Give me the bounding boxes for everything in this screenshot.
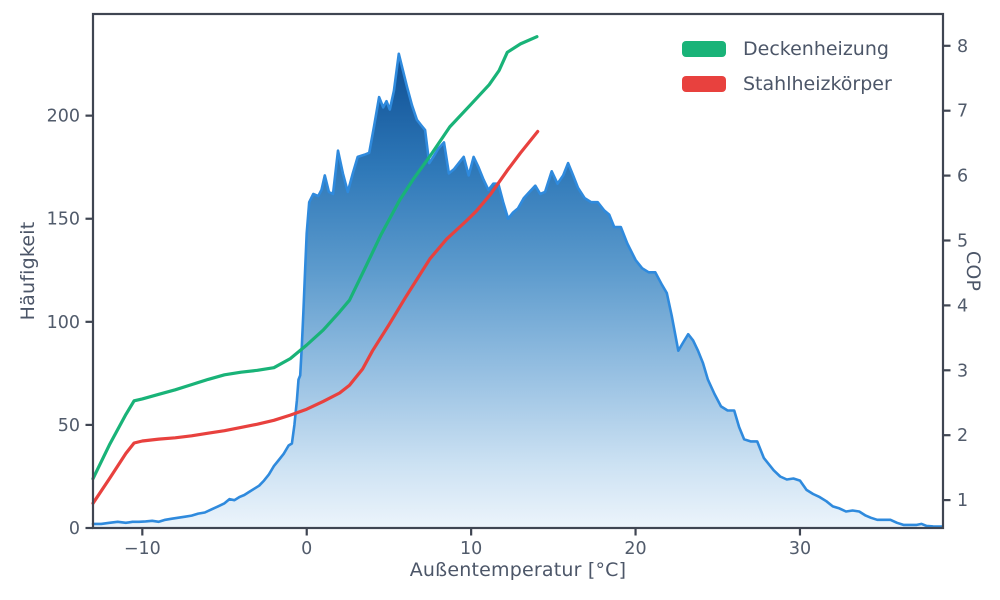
x-axis-label: Außentemperatur [°C] [409,559,627,581]
y-right-tick-label: 6 [957,167,968,187]
y-right-tick-label: 4 [957,296,968,316]
x-tick-label: 10 [460,539,482,559]
y-right-tick-label: 3 [957,361,968,381]
y-right-tick-label: 8 [957,37,968,57]
y-left-tick-label: 200 [47,107,80,127]
legend-label: Deckenheizung [743,38,889,60]
y-left-tick-label: 100 [47,313,80,333]
axis-ticks [85,44,951,536]
histogram-haeufigkeit [91,52,944,529]
histogram-outline [91,52,944,528]
x-tick-label: 20 [624,539,646,559]
y-right-tick-label: 5 [957,231,968,251]
legend: Deckenheizung Stahlheizkörper [682,38,892,95]
series-line-deckenheizung [91,35,539,481]
x-tick-label: 0 [301,539,312,559]
axis-tick-labels: −10 0 10 20 30 0 50 100 150 200 1 2 3 4 5 6 7 8 [47,37,969,559]
legend-swatch-red [682,76,726,92]
legend-item-stahlheizkoerper: Stahlheizkörper [682,73,892,95]
x-tick-label: −10 [124,539,161,559]
histogram-area [93,53,943,529]
y-left-tick-label: 50 [58,416,80,436]
legend-swatch-green [682,41,726,57]
plot-frame [91,12,945,530]
y-left-tick-label: 150 [47,210,80,230]
y-axis-label-right: COP [962,250,984,292]
x-tick-label: 30 [789,539,811,559]
legend-label: Stahlheizkörper [743,73,892,95]
y-right-tick-label: 7 [957,102,968,122]
y-right-tick-label: 1 [957,491,968,511]
y-left-tick-label: 0 [69,519,80,539]
y-axis-label-left: Häufigkeit [17,221,39,321]
legend-item-deckenheizung: Deckenheizung [682,38,892,60]
series-line-stahlheizkörper [91,129,540,505]
y-right-tick-label: 2 [957,426,968,446]
